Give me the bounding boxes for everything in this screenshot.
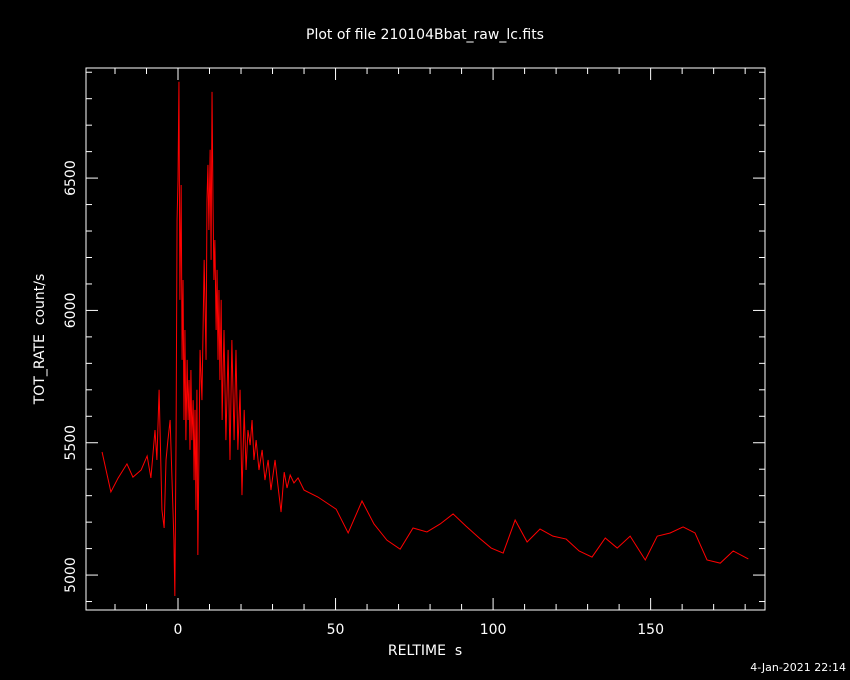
y-tick-label: 5500 [63, 425, 79, 461]
y-tick-label: 6500 [63, 160, 79, 196]
y-tick-label: 6000 [63, 293, 79, 329]
light-curve [101, 81, 749, 596]
x-tick-label: 150 [637, 622, 664, 638]
footer-timestamp: 4-Jan-2021 22:14 [750, 661, 846, 674]
x-axis-label: RELTIME s [388, 643, 462, 659]
y-tick-label: 5000 [63, 557, 79, 593]
x-tick-label: 0 [174, 622, 183, 638]
y-axis-label: TOT_RATE count/s [32, 274, 48, 406]
x-tick-label: 50 [327, 622, 345, 638]
chart-title: Plot of file 210104Bbat_raw_lc.fits [306, 27, 544, 43]
x-tick-label: 100 [480, 622, 507, 638]
plot-frame [85, 67, 766, 611]
